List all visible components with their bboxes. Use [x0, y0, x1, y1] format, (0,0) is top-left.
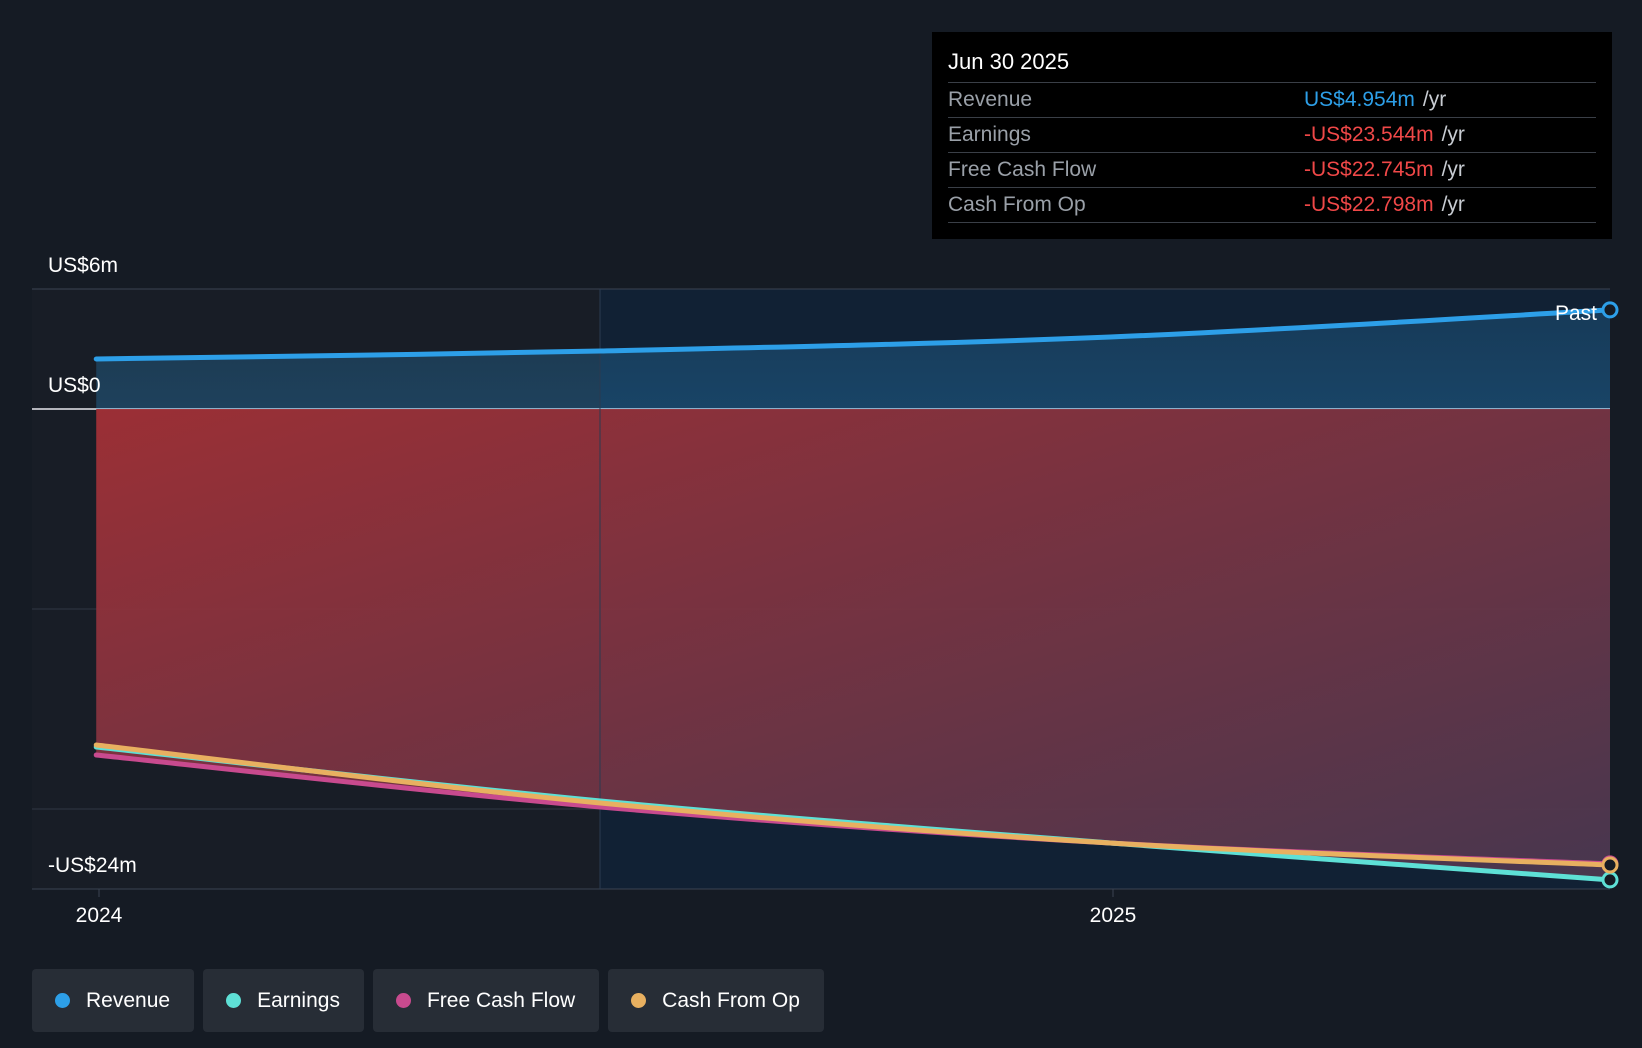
legend-item-earnings[interactable]: Earnings: [203, 969, 364, 1032]
tooltip-label: Earnings: [948, 123, 1031, 146]
tooltip-row-free-cash-flow: Free Cash Flow -US$22.745m/yr: [948, 153, 1596, 188]
legend-dot-icon: [395, 993, 411, 1008]
tooltip-unit: /yr: [1441, 193, 1465, 216]
x-tick-label: 2024: [76, 904, 123, 927]
tooltip-value: -US$23.544m: [1304, 123, 1434, 146]
tooltip-row-earnings: Earnings -US$23.544m/yr: [948, 118, 1596, 153]
tooltip-value: -US$22.745m: [1304, 158, 1434, 181]
x-tick-label: 2025: [1090, 904, 1137, 927]
legend-label: Cash From Op: [662, 988, 800, 1012]
tooltip-unit: /yr: [1441, 123, 1465, 146]
end-point-earnings: [1601, 871, 1619, 889]
negative-area: [96, 409, 1611, 880]
legend-item-revenue[interactable]: Revenue: [32, 969, 195, 1032]
tooltip-row-revenue: Revenue US$4.954m/yr: [948, 83, 1596, 118]
legend-label: Revenue: [86, 988, 171, 1012]
series-line-cash-from-op: [93, 742, 1613, 868]
tooltip-value: US$4.954m: [1304, 88, 1415, 111]
tooltip-unit: /yr: [1441, 158, 1465, 181]
legend-item-free-cash-flow[interactable]: Free Cash Flow: [372, 969, 600, 1032]
tooltip: Jun 30 2025 Revenue US$4.954m/yr Earning…: [932, 32, 1612, 239]
legend-dot-icon: [226, 993, 242, 1008]
tooltip-row-cash-from-op: Cash From Op -US$22.798m/yr: [948, 188, 1596, 223]
tooltip-date: Jun 30 2025: [948, 46, 1596, 83]
area-fills: [96, 309, 1611, 880]
legend-dot-icon: [631, 993, 647, 1008]
tooltip-label: Free Cash Flow: [948, 158, 1097, 181]
legend-dot-icon: [55, 993, 70, 1008]
y-tick-label: -US$24m: [48, 854, 137, 877]
legend-label: Earnings: [257, 988, 340, 1012]
end-point-cash-from-op: [1601, 856, 1619, 874]
axis-labels: US$6m US$0 -US$24m 2024 2025 Past: [48, 254, 1597, 927]
series-lines: [93, 301, 1619, 889]
legend-item-cash-from-op[interactable]: Cash From Op: [608, 969, 824, 1032]
legend-label: Free Cash Flow: [426, 988, 576, 1012]
end-point-revenue: [1601, 301, 1619, 319]
tooltip-label: Cash From Op: [948, 193, 1086, 216]
tooltip-value: -US$22.798m: [1304, 193, 1434, 216]
y-tick-label: US$0: [48, 374, 101, 397]
past-label: Past: [1555, 302, 1597, 325]
tooltip-label: Revenue: [948, 88, 1033, 111]
revenue-area: [96, 309, 1611, 409]
series-line-revenue: [93, 307, 1613, 362]
y-tick-label: US$6m: [48, 254, 118, 277]
legend: Revenue Earnings Free Cash Flow Cash Fro…: [32, 969, 824, 1032]
tooltip-unit: /yr: [1422, 88, 1447, 111]
